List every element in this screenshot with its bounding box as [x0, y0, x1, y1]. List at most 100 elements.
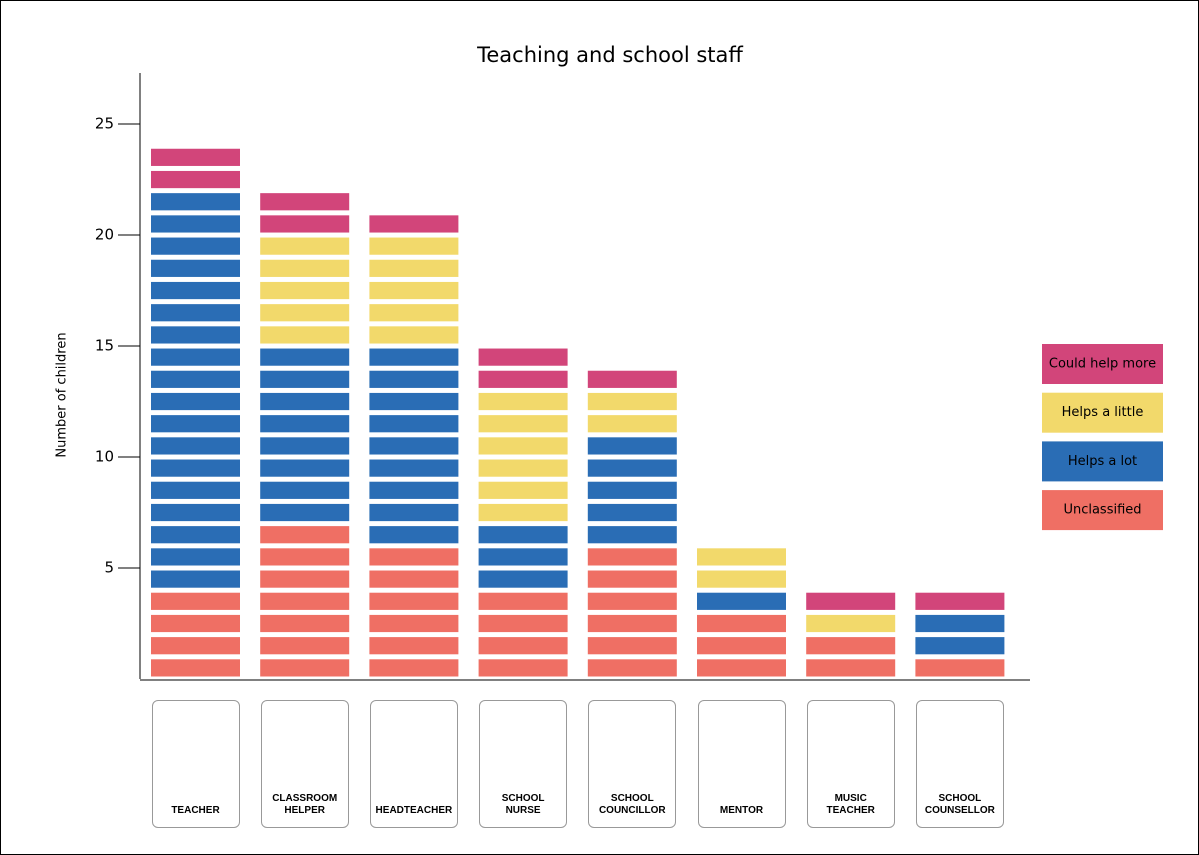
bar-block: [478, 548, 568, 566]
bar-segment: [915, 592, 1005, 610]
bar-block: [151, 392, 240, 411]
bar-block: [369, 237, 459, 255]
bar-block: [260, 548, 350, 566]
bar-block: [260, 459, 350, 477]
bar-block: [478, 370, 568, 388]
bar-segment: [478, 592, 568, 677]
bar-block: [260, 370, 350, 388]
bar-block: [587, 415, 677, 433]
bar-block: [369, 503, 459, 522]
bar-segment: [151, 592, 240, 677]
bar-block: [151, 503, 240, 522]
bar-block: [478, 415, 568, 433]
bar-block: [915, 592, 1005, 610]
bar-block: [806, 659, 896, 677]
bar-block: [369, 215, 459, 233]
bar-segment: [806, 592, 896, 610]
bar-block: [260, 348, 350, 366]
bar-block: [369, 659, 459, 677]
bar-block: [151, 148, 240, 166]
bar-block: [915, 659, 1005, 677]
bar-block: [260, 304, 350, 322]
x-tick-label: MENTOR: [719, 805, 764, 816]
bar-block: [697, 570, 786, 588]
bar-block: [478, 437, 568, 455]
bar-segment: [369, 348, 459, 544]
bar-block: [260, 326, 350, 344]
bar-block: [151, 170, 240, 189]
bar-block: [151, 348, 240, 366]
bar-block: [478, 614, 568, 633]
y-tick-label: 10: [95, 448, 114, 466]
x-tick-label: CLASSROOM HELPER: [272, 793, 338, 816]
x-tick-label: SCHOOL COUNSELLOR: [924, 793, 995, 816]
bar-block: [151, 237, 240, 255]
bar-block: [478, 637, 568, 655]
category-card: SCHOOL COUNCILLOR: [588, 700, 677, 828]
bar-segment: [587, 370, 677, 388]
bar-block: [369, 370, 459, 388]
bar-block: [260, 281, 350, 300]
bar-block: [697, 592, 786, 610]
bar-block: [151, 304, 240, 322]
bar-block: [587, 637, 677, 655]
bar-block: [260, 193, 350, 211]
bar-block: [260, 415, 350, 433]
bar-segment: [478, 526, 568, 588]
bar-block: [587, 459, 677, 477]
category-card: HEADTEACHER: [369, 700, 458, 828]
bar-segment: [260, 526, 350, 677]
legend-label: Unclassified: [1063, 503, 1141, 518]
bar-block: [369, 415, 459, 433]
bar-segment: [260, 193, 350, 233]
bar-block: [151, 326, 240, 344]
bar-block: [915, 637, 1005, 655]
bar-block: [151, 415, 240, 433]
bar-block: [151, 193, 240, 211]
bar-block: [151, 459, 240, 477]
bar-block: [151, 592, 240, 610]
category-card: SCHOOL NURSE: [479, 700, 568, 828]
bar-block: [260, 570, 350, 588]
x-tick-label: HEADTEACHER: [375, 805, 453, 816]
bar-block: [587, 614, 677, 633]
legend-swatch: [1042, 344, 1163, 384]
bar-segment: [587, 437, 677, 544]
bar-block: [260, 259, 350, 277]
bar-block: [478, 503, 568, 522]
bar-block: [151, 548, 240, 566]
category-card: CLASSROOM HELPER: [260, 700, 349, 828]
bar-block: [587, 592, 677, 610]
bar-block: [369, 326, 459, 344]
chart-title: Teaching and school staff: [476, 43, 743, 67]
bar-block: [697, 637, 786, 655]
bar-block: [260, 614, 350, 633]
bar-block: [151, 215, 240, 233]
y-tick-label: 25: [95, 115, 114, 133]
bar-segment: [369, 237, 459, 344]
bar-block: [587, 392, 677, 411]
bar-block: [369, 592, 459, 610]
legend-label: Helps a little: [1062, 405, 1144, 420]
bar-block: [151, 481, 240, 499]
legend-label: Helps a lot: [1068, 454, 1137, 469]
bar-segment: [151, 148, 240, 189]
bar-segment: [915, 659, 1005, 677]
bar-segment: [587, 392, 677, 433]
x-tick-label: MUSIC TEACHER: [826, 793, 875, 816]
bar-block: [478, 459, 568, 477]
bar-block: [369, 259, 459, 277]
bar-block: [151, 570, 240, 588]
y-axis-label: Number of children: [55, 332, 70, 457]
bar-block: [587, 659, 677, 677]
bar-block: [478, 526, 568, 544]
bar-block: [806, 637, 896, 655]
bar-segment: [260, 348, 350, 522]
bar-block: [151, 259, 240, 277]
y-tick-label: 20: [95, 226, 114, 244]
bar-block: [151, 659, 240, 677]
bar-block: [369, 281, 459, 300]
bar-segment: [587, 548, 677, 677]
category-card: MENTOR: [697, 700, 786, 828]
